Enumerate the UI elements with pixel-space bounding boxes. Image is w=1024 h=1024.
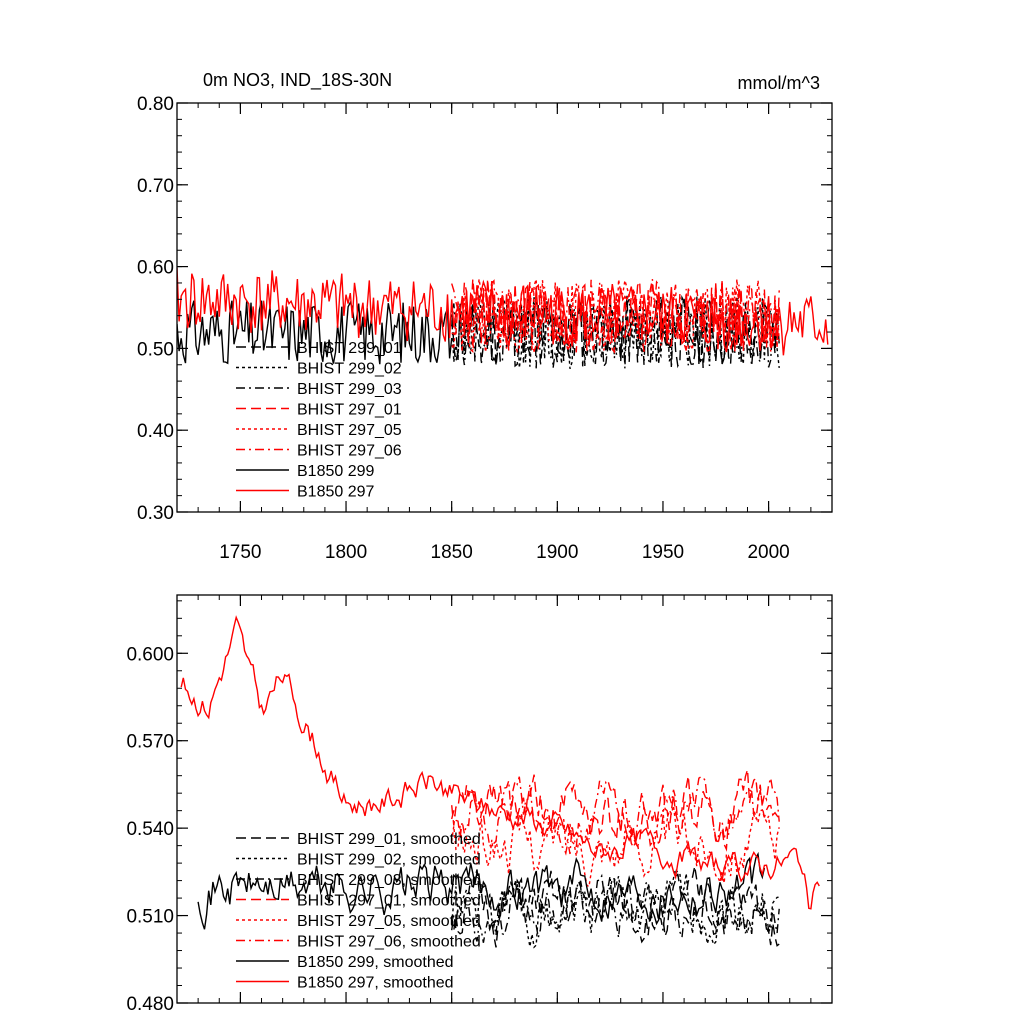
- bottom-panel: 0.480 0.510 0.540 0.570 0.600 BHIST 299_01, s…: [126, 594, 833, 1015]
- x-tick-label: 1850: [431, 542, 473, 563]
- x-tick-label: 1950: [642, 542, 684, 563]
- legend: BHIST 299_01, smoothed BHIST 299_02, smoo…: [236, 831, 481, 992]
- series-line-4: [451, 805, 780, 888]
- legend-label: B1850 299, smoothed: [297, 954, 454, 971]
- series-line-6: [177, 300, 453, 365]
- legend-label: BHIST 297_01, smoothed: [297, 893, 481, 910]
- legend-label: B1850 297, smoothed: [297, 975, 454, 992]
- legend-label: B1850 297: [297, 484, 375, 501]
- legend-label: BHIST 299_01, smoothed: [297, 831, 481, 848]
- legend-label: BHIST 299_01: [297, 340, 402, 357]
- legend-label: BHIST 299_02, smoothed: [297, 852, 481, 869]
- series-line-1: [451, 867, 780, 949]
- x-tick-label: 1900: [536, 542, 578, 563]
- x-tick-label: 1800: [325, 542, 367, 563]
- legend-label: BHIST 297_06, smoothed: [297, 934, 481, 951]
- series-line-6: [197, 851, 766, 930]
- y-tick-label: 0.30: [137, 503, 174, 524]
- series-line-5: [451, 775, 780, 856]
- series-group: [180, 615, 820, 949]
- units-label: mmol/m^3: [738, 73, 820, 93]
- x-tick-label: 1750: [219, 542, 261, 563]
- y-tick-label: 0.40: [137, 421, 174, 442]
- y-tick-label: 0.80: [137, 94, 174, 115]
- legend-label: B1850 299: [297, 463, 375, 480]
- legend-label: BHIST 297_05: [297, 422, 402, 439]
- series-line-7: [180, 615, 820, 910]
- legend-label: BHIST 299_03, smoothed: [297, 872, 481, 889]
- y-tick-label: 0.510: [126, 907, 174, 928]
- chart-title: 0m NO3, IND_18S-30N: [203, 70, 392, 91]
- legend-label: BHIST 297_01: [297, 402, 402, 419]
- legend-label: BHIST 297_06: [297, 443, 402, 460]
- y-tick-label: 0.480: [126, 994, 174, 1015]
- y-tick-label: 0.540: [126, 819, 174, 840]
- x-tick-label: 2000: [747, 542, 789, 563]
- plot-frame: [176, 594, 833, 1004]
- series-line-3: [451, 769, 780, 852]
- y-tick-label: 0.570: [126, 732, 174, 753]
- y-tick-label: 0.70: [137, 176, 174, 197]
- series-line-2: [451, 873, 780, 943]
- y-tick-label: 0.60: [137, 258, 174, 279]
- legend: BHIST 299_01 BHIST 299_02 BHIST 299_03 BHIS…: [236, 340, 402, 501]
- legend-label: BHIST 299_02: [297, 361, 402, 378]
- series-line-0: [451, 866, 780, 948]
- series-line-7: [177, 267, 829, 356]
- legend-label: BHIST 297_05, smoothed: [297, 913, 481, 930]
- plot-frame: [176, 102, 833, 513]
- series-group: [177, 267, 829, 370]
- legend-label: BHIST 299_03: [297, 381, 402, 398]
- y-tick-label: 0.600: [126, 644, 174, 665]
- top-panel: 0.30 0.40 0.50 0.60 0.70 0.80 1750 1800 1850 1900…: [137, 70, 833, 563]
- y-tick-label: 0.50: [137, 339, 174, 360]
